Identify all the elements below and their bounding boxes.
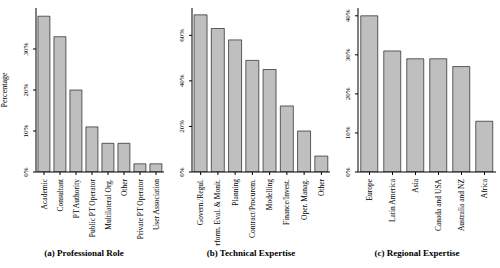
svg-text:30%: 30% — [344, 48, 352, 61]
svg-text:40%: 40% — [178, 74, 186, 87]
svg-text:20%: 20% — [178, 120, 186, 133]
svg-text:0%: 0% — [22, 167, 30, 177]
svg-text:0%: 0% — [344, 167, 352, 177]
svg-text:Modelling: Modelling — [265, 179, 274, 210]
svg-text:Asia: Asia — [411, 178, 420, 192]
svg-text:10%: 10% — [22, 124, 30, 137]
svg-text:PT Authority: PT Authority — [72, 179, 81, 218]
svg-text:30%: 30% — [22, 42, 30, 55]
html-text:(b) Technical Expertise: (b) Technical Expertise — [206, 248, 296, 258]
svg-text:Perform. Eval. & Monit.: Perform. Eval. & Monit. — [213, 179, 222, 246]
svg-text:Finance/Invest.: Finance/Invest. — [282, 179, 291, 225]
html-text:(c) Regional Expertise: (c) Regional Expertise — [374, 248, 460, 258]
svg-text:0%: 0% — [178, 167, 186, 177]
svg-text:40%: 40% — [344, 9, 352, 22]
svg-text:Multilateral Org.: Multilateral Org. — [104, 179, 113, 230]
svg-text:60%: 60% — [178, 29, 186, 42]
svg-text:Australia and NZ: Australia and NZ — [457, 179, 466, 231]
svg-text:Academic: Academic — [40, 178, 49, 209]
svg-text:Consultant: Consultant — [56, 178, 65, 211]
svg-text:Private PT Operator: Private PT Operator — [136, 178, 145, 239]
svg-text:Oper. Manag.: Oper. Manag. — [300, 179, 309, 220]
html-text:(a) Professional Role: (a) Professional Role — [44, 248, 124, 258]
svg-text:10%: 10% — [344, 126, 352, 139]
svg-text:Latin America: Latin America — [388, 178, 397, 222]
svg-text:Contract/Procurem.: Contract/Procurem. — [248, 179, 257, 238]
svg-text:Other: Other — [317, 178, 326, 196]
svg-text:20%: 20% — [22, 83, 30, 96]
svg-text:20%: 20% — [344, 87, 352, 100]
svg-text:Canada and USA: Canada and USA — [434, 178, 443, 231]
svg-text:Other: Other — [120, 178, 129, 196]
svg-text:Public PT Operator: Public PT Operator — [88, 178, 97, 237]
svg-text:Percentage: Percentage — [8, 72, 9, 108]
svg-text:User Association: User Association — [152, 179, 161, 230]
svg-text:Africa: Africa — [480, 178, 489, 198]
svg-text:Planning: Planning — [231, 179, 240, 206]
svg-text:Govern./Regul.: Govern./Regul. — [196, 179, 205, 225]
svg-text:Europe: Europe — [365, 178, 374, 200]
